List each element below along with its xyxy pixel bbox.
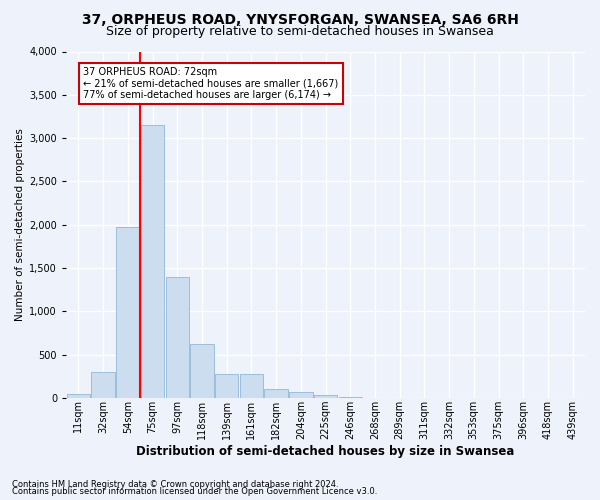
Bar: [141, 125, 164, 398]
Bar: [190, 344, 214, 398]
Bar: [239, 374, 263, 398]
Text: Contains public sector information licensed under the Open Government Licence v3: Contains public sector information licen…: [12, 487, 377, 496]
Y-axis label: Number of semi-detached properties: Number of semi-detached properties: [15, 128, 25, 321]
Text: 37, ORPHEUS ROAD, YNYSFORGAN, SWANSEA, SA6 6RH: 37, ORPHEUS ROAD, YNYSFORGAN, SWANSEA, S…: [82, 12, 518, 26]
Bar: [91, 372, 115, 398]
Bar: [67, 394, 90, 398]
Bar: [215, 374, 238, 398]
Text: Contains HM Land Registry data © Crown copyright and database right 2024.: Contains HM Land Registry data © Crown c…: [12, 480, 338, 489]
Bar: [314, 395, 337, 398]
X-axis label: Distribution of semi-detached houses by size in Swansea: Distribution of semi-detached houses by …: [136, 444, 515, 458]
Bar: [116, 226, 140, 398]
Bar: [265, 388, 288, 398]
Text: 37 ORPHEUS ROAD: 72sqm
← 21% of semi-detached houses are smaller (1,667)
77% of : 37 ORPHEUS ROAD: 72sqm ← 21% of semi-det…: [83, 67, 338, 100]
Text: Size of property relative to semi-detached houses in Swansea: Size of property relative to semi-detach…: [106, 25, 494, 38]
Bar: [166, 277, 189, 398]
Bar: [338, 397, 362, 398]
Bar: [289, 392, 313, 398]
